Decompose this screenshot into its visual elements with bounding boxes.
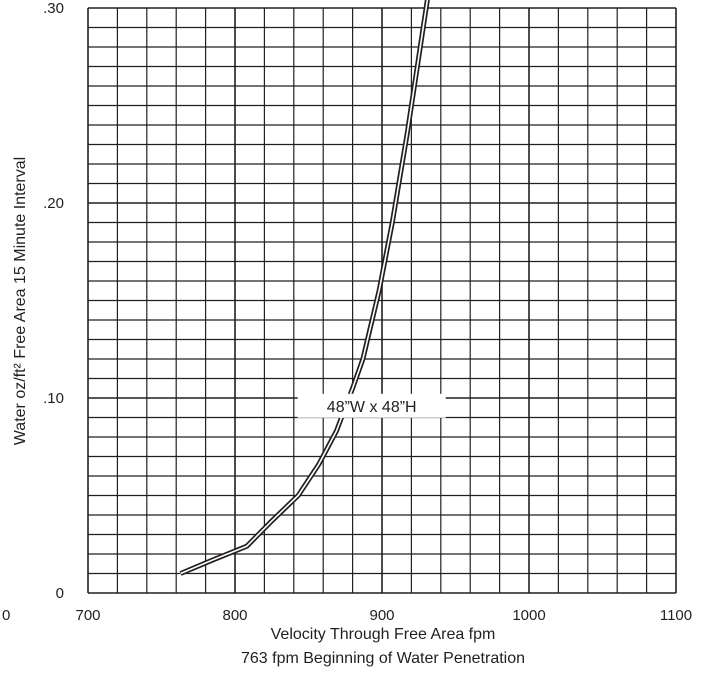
annotation-background [297, 393, 446, 418]
y-axis-title: Water oz/ft² Free Area 15 Minute Interva… [12, 157, 29, 445]
x-edge-label: 0 [2, 607, 10, 624]
axis-labels: Velocity Through Free Area fpm 763 fpm B… [2, 157, 525, 667]
y-tick-label: .30 [43, 0, 64, 17]
y-tick-label: .20 [43, 195, 64, 212]
x-axis-ticks: 700 800 900 1000 1100 [75, 607, 692, 624]
y-axis-ticks: 0 .10 .20 .30 [43, 0, 64, 602]
x-tick-label: 1000 [512, 607, 545, 624]
chart-subtitle: 763 fpm Beginning of Water Penetration [241, 650, 525, 667]
x-tick-label: 900 [369, 607, 394, 624]
annotations: 48”W x 48”H [297, 393, 446, 418]
x-tick-label: 800 [222, 607, 247, 624]
y-tick-label: 0 [56, 585, 64, 602]
x-tick-label: 700 [75, 607, 100, 624]
x-tick-label: 1100 [660, 607, 692, 624]
x-axis-title: Velocity Through Free Area fpm [271, 626, 496, 643]
y-tick-label: .10 [43, 390, 64, 407]
series-annotation-label: 48”W x 48”H [327, 399, 417, 416]
